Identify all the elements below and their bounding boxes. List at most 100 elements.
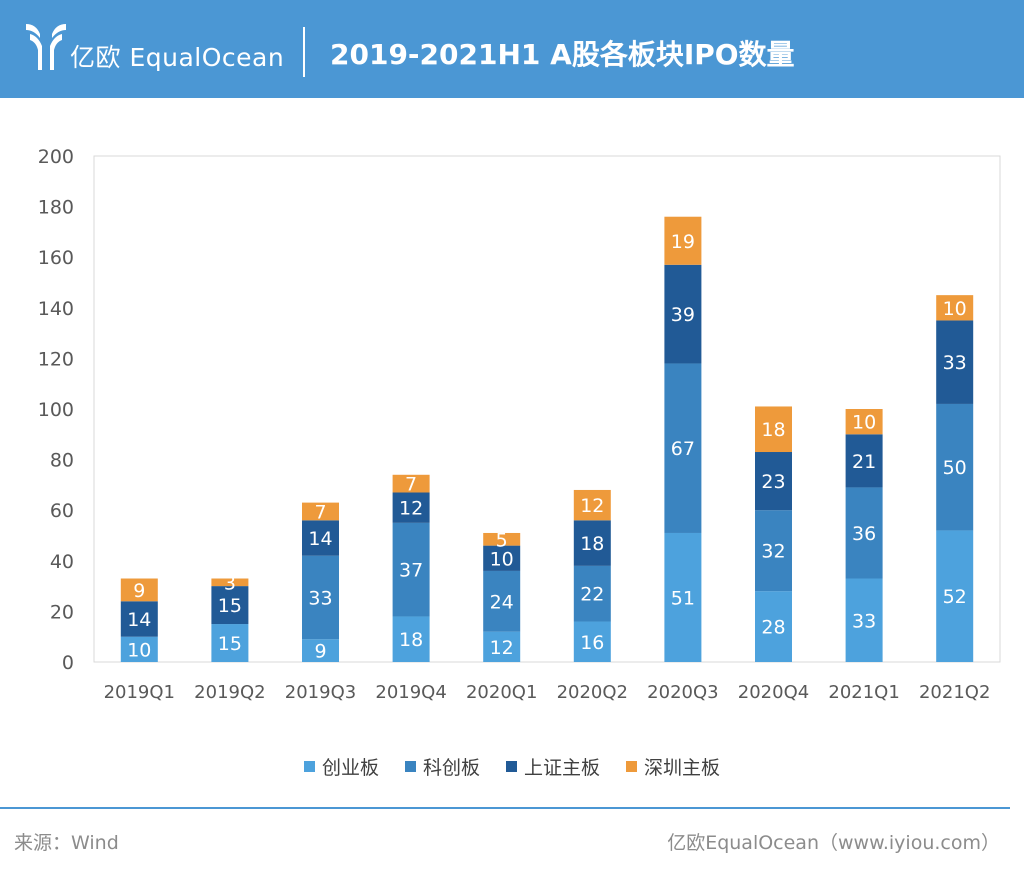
- data-label: 36: [852, 523, 876, 545]
- bar-segment: [211, 586, 249, 625]
- stacked-bar-chart: 0 20 40 60 80 100 120 140 160 180 200 10 14 9 2019Q1 15…: [38, 146, 1001, 703]
- legend-swatch: [303, 760, 315, 772]
- equalocean-logo-icon: [26, 24, 66, 70]
- bar-segment: [845, 578, 883, 662]
- chart-title: 2019-2021H1 A股各板块IPO数量: [330, 38, 795, 71]
- y-tick-label: 0: [62, 652, 74, 674]
- bar-segment: [120, 636, 158, 662]
- bar-segment: [302, 520, 339, 556]
- data-label: 51: [671, 587, 695, 609]
- data-label: 3: [224, 572, 236, 594]
- data-label: 18: [761, 419, 785, 441]
- y-tick-label: 140: [38, 298, 74, 320]
- header-divider: [303, 27, 305, 77]
- data-label: 33: [308, 587, 332, 609]
- footer-divider: [0, 807, 1010, 809]
- bar-segment: [936, 530, 974, 662]
- legend-swatch: [626, 760, 638, 772]
- y-tick-label: 60: [50, 500, 74, 522]
- bar-segment: [755, 406, 792, 453]
- data-label: 33: [943, 352, 967, 374]
- bar-segment: [483, 631, 521, 662]
- bar-segment: [120, 601, 158, 637]
- x-tick-label: 2021Q2: [919, 682, 990, 703]
- bar-segment: [573, 520, 611, 566]
- x-tick-label: 2020Q2: [557, 682, 628, 703]
- bar-segment: [845, 487, 883, 579]
- bar-segment: [483, 545, 521, 571]
- bar-segment: [211, 578, 249, 587]
- data-label: 15: [218, 633, 242, 655]
- data-label: 12: [399, 498, 423, 520]
- bar-segment: [392, 616, 430, 662]
- plot-area-frame: [93, 155, 1001, 663]
- y-tick-label: 200: [38, 146, 74, 168]
- bar-segment: [664, 264, 702, 364]
- bar-segment: [664, 363, 702, 533]
- legend-item: 深圳主板: [626, 753, 720, 780]
- bar-segment: [664, 532, 702, 662]
- data-label: 12: [490, 637, 514, 659]
- data-label: 33: [852, 610, 876, 632]
- legend-swatch: [506, 760, 517, 772]
- bar-segment: [664, 216, 702, 265]
- chart-legend: 创业板 科创板 上证主板 深圳主板: [0, 752, 1024, 780]
- bar-segment: [845, 409, 883, 435]
- y-tick-label: 100: [38, 399, 74, 421]
- legend-item: 创业板: [303, 753, 379, 780]
- bar-segment: [936, 320, 974, 404]
- data-label: 15: [218, 595, 242, 617]
- bar-segment: [755, 591, 792, 662]
- bar-segment: [755, 452, 792, 511]
- x-tick-label: 2019Q2: [194, 682, 265, 703]
- data-label: 7: [314, 501, 326, 523]
- bar-segment: [302, 555, 339, 640]
- bar-segment: [936, 403, 974, 531]
- bar-segment: [302, 502, 339, 521]
- legend-swatch: [404, 760, 416, 772]
- bar-segment: [392, 474, 430, 493]
- data-label: 67: [671, 438, 695, 460]
- source-note: 来源：Wind: [14, 832, 119, 854]
- data-label: 5: [496, 529, 508, 551]
- y-tick-label: 160: [38, 247, 74, 269]
- x-tick-label: 2019Q4: [375, 682, 446, 703]
- data-label: 18: [399, 629, 423, 651]
- legend-label: 科创板: [422, 756, 480, 779]
- y-tick-label: 40: [50, 551, 74, 573]
- y-tick-label: 20: [50, 601, 74, 623]
- legend-item: 科创板: [404, 753, 480, 780]
- bar-segment: [211, 624, 249, 662]
- data-label: 10: [127, 639, 151, 661]
- legend-item: 上证主板: [506, 753, 600, 780]
- data-label: 39: [671, 304, 695, 326]
- y-tick-label: 80: [50, 450, 74, 472]
- bar-segment: [845, 434, 883, 488]
- data-label: 50: [943, 457, 967, 479]
- bar-segment: [302, 639, 339, 662]
- bar-segment: [483, 570, 521, 632]
- data-label: 52: [943, 586, 967, 608]
- x-tick-label: 2021Q1: [828, 682, 899, 703]
- data-label: 24: [490, 591, 514, 613]
- data-label: 28: [761, 617, 785, 639]
- data-label: 18: [580, 533, 604, 555]
- bar-segment: [392, 522, 430, 617]
- bar-segment: [755, 510, 792, 592]
- brand-name: 亿欧 EqualOcean: [70, 43, 285, 72]
- bar-segment: [573, 489, 611, 521]
- data-label: 21: [852, 451, 876, 473]
- data-label: 22: [580, 584, 604, 606]
- y-tick-label: 180: [38, 197, 74, 219]
- bar-segment: [573, 565, 611, 622]
- header-banner: 亿欧 EqualOcean 2019-2021H1 A股各板块IPO数量: [0, 0, 1024, 98]
- x-tick-label: 2020Q3: [647, 682, 718, 703]
- data-label: 14: [308, 528, 332, 550]
- credit-note: 亿欧EqualOcean（www.iyiou.com）: [667, 832, 1000, 854]
- data-label: 23: [761, 471, 785, 493]
- data-label: 7: [405, 474, 417, 496]
- data-label: 10: [852, 412, 876, 434]
- x-tick-label: 2020Q4: [738, 682, 809, 703]
- x-tick-label: 2019Q1: [104, 682, 175, 703]
- legend-label: 深圳主板: [644, 756, 721, 779]
